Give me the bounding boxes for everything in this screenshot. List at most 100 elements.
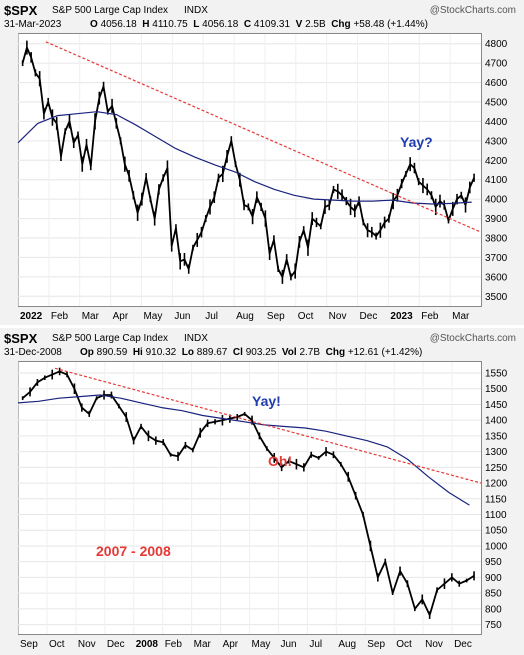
y-tick-label: 4500: [485, 98, 508, 109]
y-tick-label: 3700: [485, 253, 508, 264]
period-label: 2007 - 2008: [96, 543, 171, 559]
close-value: 903.25: [245, 347, 277, 358]
x-tick-label: Jun: [174, 311, 190, 322]
moving-average-line: [17, 111, 472, 205]
change-value: +12.61 (+1.42%): [347, 347, 423, 358]
y-tick-label: 1150: [485, 494, 507, 505]
x-tick-label: Oct: [49, 639, 65, 650]
x-tick-label: Oct: [298, 311, 314, 322]
low-label: L: [193, 19, 200, 30]
chart-panel-2022-2023: $SPX S&P 500 Large Cap Index INDX @Stock…: [0, 0, 524, 325]
open-value: 4056.18: [100, 19, 137, 30]
high-label: Hi: [132, 347, 143, 358]
quote-date: 31-Dec-2008: [4, 347, 62, 358]
x-tick-label: Dec: [107, 639, 125, 650]
low-value: 889.67: [196, 347, 228, 358]
price-line: [21, 46, 475, 278]
y-tick-label: 4700: [485, 59, 508, 70]
index-name: S&P 500 Large Cap Index: [52, 5, 169, 16]
y-tick-label: 4200: [485, 156, 508, 167]
ohlc-readout: Op 890.59 Hi 910.32 Lo 889.67 Cl 903.25 …: [80, 347, 422, 358]
price-plot-area: [18, 33, 482, 307]
high-value: 910.32: [145, 347, 177, 358]
x-tick-label: Mar: [452, 311, 470, 322]
y-tick-label: 1350: [485, 431, 508, 442]
x-tick-label: Nov: [425, 639, 443, 650]
close-label: C: [243, 19, 252, 30]
y-tick-label: 4800: [485, 39, 508, 50]
symbol: $SPX: [4, 3, 38, 18]
x-tick-label: 2008: [136, 639, 159, 650]
chart-svg-bottom: 750 800 850 900 950 1000 1050 1100 1150 1200 1250 1…: [17, 362, 508, 650]
open-value: 890.59: [96, 347, 128, 358]
trendline: [45, 41, 482, 233]
x-tick-label: Nov: [329, 311, 347, 322]
exchange: INDX: [184, 333, 208, 344]
close-label: Cl: [232, 347, 243, 358]
low-label: Lo: [181, 347, 194, 358]
x-tick-label: Sep: [267, 311, 285, 322]
y-tick-label: 900: [485, 573, 502, 584]
annotation-yay-question: Yay?: [400, 134, 433, 150]
change-label: Chg: [331, 19, 351, 30]
y-tick-label: 1450: [485, 400, 508, 411]
y-tick-label: 800: [485, 604, 502, 615]
y-tick-label: 1200: [485, 479, 508, 490]
exchange: INDX: [184, 5, 208, 16]
y-tick-label: 4100: [485, 175, 508, 186]
x-tick-label: 2023: [390, 311, 413, 322]
moving-average-line: [17, 394, 470, 506]
annotation-oh: Oh!: [268, 453, 292, 469]
high-value: 4110.75: [152, 19, 188, 30]
y-tick-label: 3900: [485, 214, 508, 225]
x-tick-label: May: [252, 639, 271, 650]
close-value: 4109.31: [253, 19, 291, 30]
x-tick-label: Apr: [113, 311, 129, 322]
y-tick-label: 1250: [485, 463, 508, 474]
x-tick-label: Feb: [165, 639, 183, 650]
watermark: @StockCharts.com: [429, 333, 516, 344]
y-tick-label: 4400: [485, 117, 508, 128]
open-label: Op: [80, 347, 94, 358]
y-tick-label: 1400: [485, 416, 508, 427]
watermark: @StockCharts.com: [429, 5, 516, 16]
x-tick-label: Apr: [223, 639, 239, 650]
symbol: $SPX: [4, 331, 38, 346]
y-tick-label: 1050: [485, 526, 508, 537]
y-tick-label: 1300: [485, 447, 508, 458]
volume-value: 2.5B: [305, 19, 326, 30]
chart-panel-2007-2008: $SPX S&P 500 Large Cap Index INDX @Stock…: [0, 328, 524, 655]
annotation-yay: Yay!: [252, 393, 281, 409]
y-tick-label: 850: [485, 589, 502, 600]
x-tick-label: Jul: [205, 311, 218, 322]
y-tick-label: 1100: [485, 510, 507, 521]
x-tick-label: Feb: [51, 311, 69, 322]
ohlc-readout: O 4056.18 H 4110.75 L 4056.18 C 4109.31 …: [90, 19, 428, 30]
x-tick-label: May: [143, 311, 162, 322]
change-label: Chg: [325, 347, 346, 358]
change-value: +58.48 (+1.44%): [353, 19, 428, 30]
y-tick-label: 3800: [485, 234, 508, 245]
volume-label: V: [295, 19, 303, 30]
x-tick-label: Mar: [194, 639, 212, 650]
y-tick-label: 1000: [485, 541, 508, 552]
y-tick-label: 1550: [485, 369, 508, 380]
open-label: O: [90, 19, 98, 30]
x-tick-label: Sep: [20, 639, 38, 650]
x-tick-label: Jul: [309, 639, 322, 650]
trendline: [54, 367, 482, 484]
x-tick-label: Oct: [396, 639, 412, 650]
x-tick-label: Mar: [82, 311, 100, 322]
x-tick-label: Dec: [454, 639, 472, 650]
y-tick-label: 950: [485, 557, 502, 568]
x-tick-label: Nov: [78, 639, 96, 650]
x-tick-label: 2022: [20, 311, 43, 322]
y-tick-label: 4600: [485, 78, 508, 89]
y-tick-label: 1500: [485, 384, 508, 395]
volume-label: Vol: [281, 347, 297, 358]
price-line: [22, 370, 475, 617]
y-tick-label: 3600: [485, 272, 508, 283]
x-tick-label: Jun: [280, 639, 296, 650]
low-value: 4056.18: [202, 19, 239, 30]
chart-svg-top: 3500 3600 3700 3800 3900 4000 4100 4200 4300 4400…: [17, 34, 508, 322]
